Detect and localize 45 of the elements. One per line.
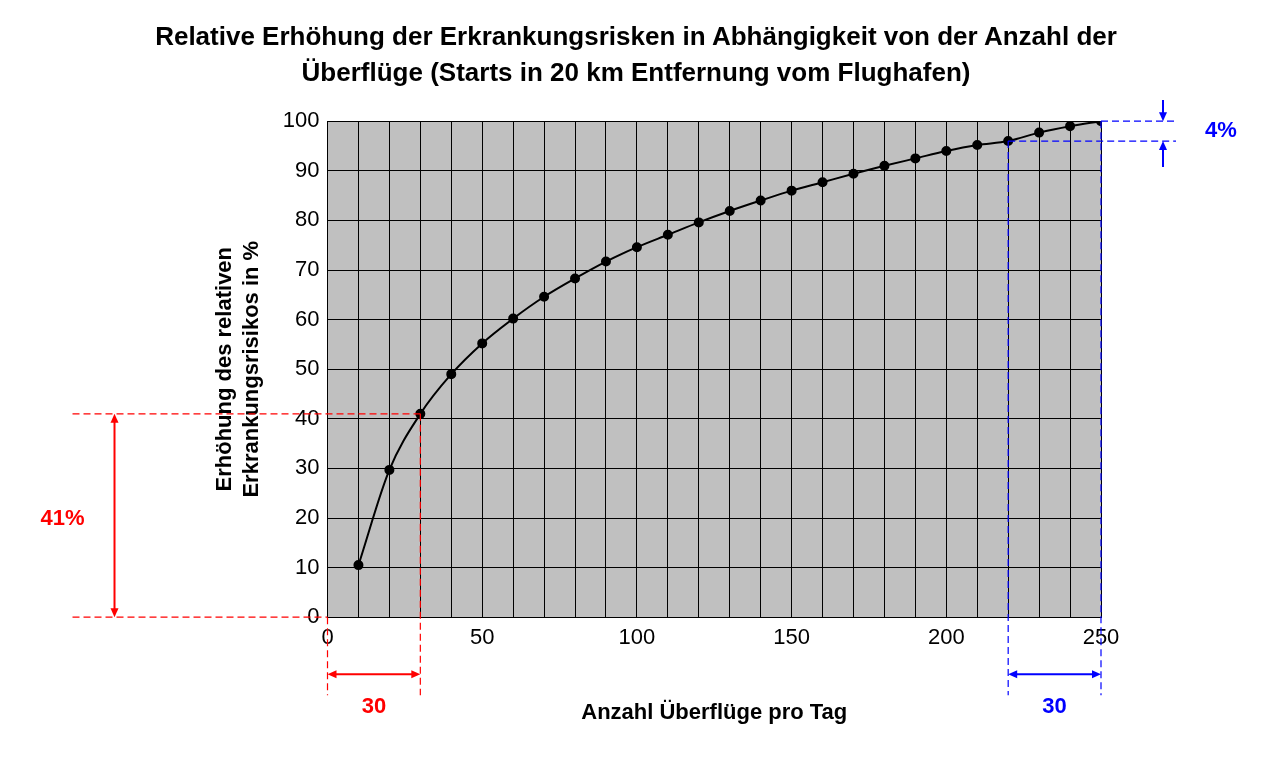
point: [879, 160, 890, 171]
point: [353, 560, 364, 571]
point: [910, 153, 921, 164]
ref-line-label: 41%: [40, 504, 85, 530]
y-tick-label: 90: [295, 156, 320, 182]
x-tick-label: 100: [618, 624, 656, 650]
y-tick-label: 40: [295, 404, 320, 430]
y-tick-label: 80: [295, 206, 320, 232]
point: [508, 313, 519, 324]
text: 30: [1042, 693, 1067, 719]
x-tick-label: 150: [773, 624, 810, 650]
x-axis-title: Anzahl Überflüge pro Tag: [581, 698, 848, 724]
point: [786, 185, 797, 196]
point: [477, 338, 488, 349]
ref-line-label: 30: [361, 693, 387, 719]
y-tick-label: 60: [295, 305, 320, 331]
point: [662, 229, 673, 240]
y-tick-label: 0: [307, 603, 320, 629]
y-tick-label: 30: [295, 454, 320, 480]
point: [972, 140, 983, 151]
point: [600, 256, 611, 267]
text: 4%: [1205, 117, 1237, 143]
point: [384, 464, 395, 475]
y-axis-title: Erhöhung des relativen Erkrankungsrisikos in %: [211, 240, 263, 498]
y-tick-label: 20: [295, 504, 320, 530]
point: [446, 369, 457, 380]
point: [693, 217, 704, 228]
y-tick-label: 10: [295, 553, 320, 579]
point: [1034, 127, 1045, 138]
y-tick-label: 70: [295, 256, 320, 282]
point: [1065, 121, 1076, 132]
point: [631, 242, 642, 253]
point: [755, 195, 766, 206]
y-tick-label: 50: [295, 355, 320, 381]
x-tick-label: 50: [469, 624, 495, 650]
y-tick-label: 100: [282, 107, 320, 133]
point: [539, 291, 550, 302]
point: [941, 145, 952, 156]
x-tick-label: 250: [1082, 624, 1120, 650]
point: [724, 205, 735, 216]
point: [817, 177, 828, 188]
chart-title: Relative Erhöhung der Erkrankungsrisken in Abhängigkeit von der Anzahl der Überflüge (Starts in 20 km Entfernung vom Flughafen): [154, 20, 1118, 89]
point: [570, 273, 581, 284]
point: [848, 168, 859, 179]
x-tick-label: 200: [927, 624, 965, 650]
